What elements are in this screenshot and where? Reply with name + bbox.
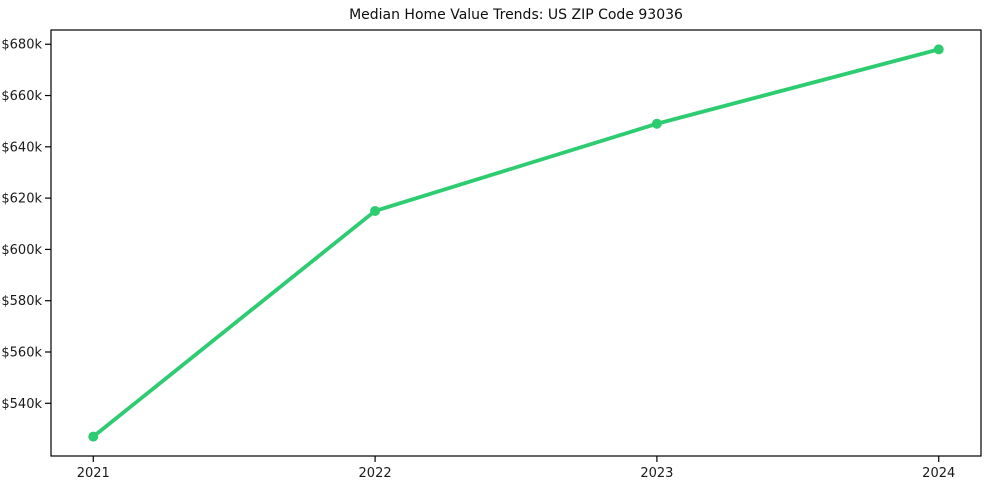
y-tick-label: $660k: [1, 89, 42, 104]
y-tick-label: $540k: [1, 397, 42, 412]
trend-line: [91, 47, 941, 439]
y-tick-label: $580k: [1, 294, 42, 309]
data-point-2022: [370, 205, 381, 216]
y-tick-label: $680k: [1, 38, 42, 53]
x-tick-label: 2024: [922, 466, 955, 481]
y-tick-label: $600k: [1, 243, 42, 258]
data-point-2023: [651, 118, 662, 129]
data-point-2021: [88, 431, 99, 442]
x-tick-label: 2021: [77, 466, 110, 481]
x-tick-label: 2023: [640, 466, 673, 481]
y-tick-label: $640k: [1, 140, 42, 155]
y-tick-label: $560k: [1, 346, 42, 361]
chart-title: Median Home Value Trends: US ZIP Code 93…: [349, 7, 683, 23]
y-tick-label: $620k: [1, 192, 42, 207]
x-tick-label: 2022: [359, 466, 392, 481]
plot-border: [50, 29, 982, 457]
data-point-2024: [933, 44, 944, 55]
